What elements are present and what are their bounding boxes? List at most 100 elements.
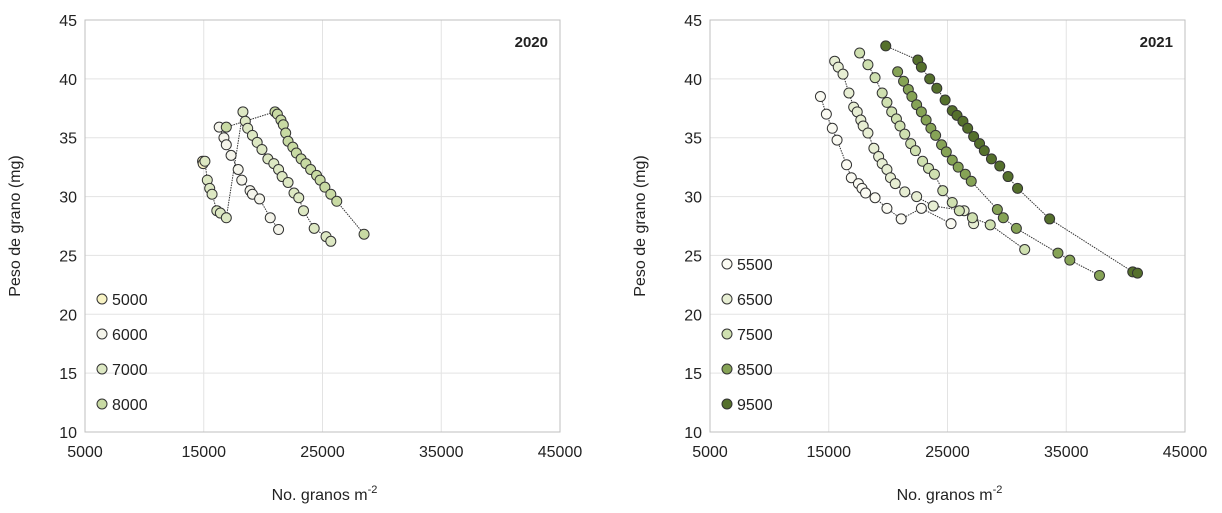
data-point-9500 bbox=[1044, 213, 1056, 225]
data-point-6500 bbox=[868, 142, 880, 154]
data-point-9500 bbox=[994, 160, 1006, 172]
data-point-6000 bbox=[273, 224, 285, 236]
data-point-8500 bbox=[915, 106, 927, 118]
data-point-7500 bbox=[953, 205, 965, 217]
data-point-9500 bbox=[924, 73, 936, 85]
data-point-9500 bbox=[985, 153, 997, 165]
data-point-7500 bbox=[899, 128, 911, 140]
legend-label: 7000 bbox=[112, 362, 148, 379]
y-tick-label: 30 bbox=[59, 190, 77, 207]
y-tick-label: 25 bbox=[59, 248, 77, 265]
data-point-7000 bbox=[206, 188, 218, 200]
data-point-9500 bbox=[968, 131, 980, 143]
data-point-5500 bbox=[831, 134, 843, 146]
legend-label: 6000 bbox=[112, 327, 148, 344]
data-point-8500 bbox=[959, 168, 971, 180]
data-point-7000 bbox=[308, 222, 320, 234]
data-point-7000 bbox=[293, 192, 305, 204]
legend-marker-6000 bbox=[96, 328, 108, 340]
data-point-6500 bbox=[837, 68, 849, 80]
data-point-8500 bbox=[952, 161, 964, 173]
data-point-7000 bbox=[237, 106, 249, 118]
data-point-8500 bbox=[997, 212, 1009, 224]
data-point-8500 bbox=[920, 114, 932, 126]
y-tick-label: 35 bbox=[684, 131, 702, 148]
x-axis-title: No. granos m-2 bbox=[897, 484, 1003, 504]
legend-marker-5500 bbox=[721, 258, 733, 270]
data-point-5500 bbox=[814, 91, 826, 103]
data-point-8500 bbox=[906, 91, 918, 103]
y-tick-label: 10 bbox=[684, 425, 702, 442]
data-point-7500 bbox=[862, 59, 874, 71]
data-point-7000 bbox=[256, 143, 268, 155]
data-point-5500 bbox=[826, 122, 838, 134]
data-point-9500 bbox=[1012, 182, 1024, 194]
y-tick-label: 45 bbox=[59, 13, 77, 30]
data-point-6000 bbox=[220, 139, 232, 151]
legend-label: 5000 bbox=[112, 292, 148, 309]
data-point-6500 bbox=[899, 186, 911, 198]
y-tick-label: 25 bbox=[684, 248, 702, 265]
data-point-8000 bbox=[325, 188, 337, 200]
x-tick-label: 45000 bbox=[538, 444, 583, 461]
data-point-9500 bbox=[915, 61, 927, 73]
y-tick-label: 15 bbox=[684, 366, 702, 383]
data-point-7000 bbox=[220, 212, 232, 224]
data-point-8500 bbox=[946, 154, 958, 166]
y-tick-label: 20 bbox=[684, 307, 702, 324]
data-point-9500 bbox=[931, 82, 943, 94]
x-axis-title: No. granos m-2 bbox=[272, 484, 378, 504]
data-point-7000 bbox=[282, 176, 294, 188]
plot-area-border bbox=[709, 19, 1186, 433]
data-point-8000 bbox=[331, 195, 343, 207]
data-point-9500 bbox=[1002, 171, 1014, 183]
data-point-8500 bbox=[1052, 247, 1064, 259]
y-tick-label: 20 bbox=[59, 307, 77, 324]
legend-label: 7500 bbox=[737, 327, 773, 344]
year-label: 2020 bbox=[515, 34, 548, 51]
data-point-6500 bbox=[927, 200, 939, 212]
data-point-6500 bbox=[911, 191, 923, 203]
data-point-9500 bbox=[880, 40, 892, 52]
data-point-8500 bbox=[930, 129, 942, 141]
data-point-8500 bbox=[898, 75, 910, 87]
data-point-8500 bbox=[991, 204, 1003, 216]
data-point-8500 bbox=[892, 66, 904, 78]
x-axis-title-text: No. granos m bbox=[897, 487, 993, 504]
data-point-6000 bbox=[264, 212, 276, 224]
x-tick-label: 15000 bbox=[182, 444, 227, 461]
data-point-8000 bbox=[358, 228, 370, 240]
data-point-5500 bbox=[860, 187, 872, 199]
data-point-6500 bbox=[889, 178, 901, 190]
data-point-8000 bbox=[319, 181, 331, 193]
data-point-7500 bbox=[1019, 244, 1031, 256]
y-tick-label: 15 bbox=[59, 366, 77, 383]
data-point-7500 bbox=[966, 212, 978, 224]
data-point-6000 bbox=[236, 174, 248, 186]
data-point-7500 bbox=[937, 185, 949, 197]
chart-panel-2020: 10 15 20 25 30 35 40 45 5000 15000 25000 35000 45000… bbox=[7, 13, 582, 504]
x-axis-title-text: No. granos m bbox=[272, 487, 368, 504]
chart-panel-2021: 10 15 20 25 30 35 40 45 5000 15000 25000 35000 45000… bbox=[632, 13, 1207, 504]
data-point-7500 bbox=[928, 168, 940, 180]
y-tick-label: 30 bbox=[684, 190, 702, 207]
x-tick-label: 45000 bbox=[1163, 444, 1208, 461]
data-point-6000 bbox=[232, 163, 244, 175]
data-point-5500 bbox=[841, 159, 853, 171]
x-tick-label: 15000 bbox=[807, 444, 852, 461]
y-axis-title: Peso de grano (mg) bbox=[7, 155, 24, 296]
data-point-7500 bbox=[854, 47, 866, 59]
legend-label: 9500 bbox=[737, 397, 773, 414]
legend-label: 5500 bbox=[737, 257, 773, 274]
data-point-7500 bbox=[917, 155, 929, 167]
legend-label: 8500 bbox=[737, 362, 773, 379]
data-point-6500 bbox=[843, 87, 855, 99]
data-point-7000 bbox=[298, 205, 309, 217]
data-point-7500 bbox=[876, 87, 888, 99]
data-point-7000 bbox=[325, 235, 337, 247]
data-point-6000 bbox=[254, 193, 266, 205]
x-tick-label: 5000 bbox=[67, 444, 103, 461]
data-point-5500 bbox=[881, 202, 893, 214]
